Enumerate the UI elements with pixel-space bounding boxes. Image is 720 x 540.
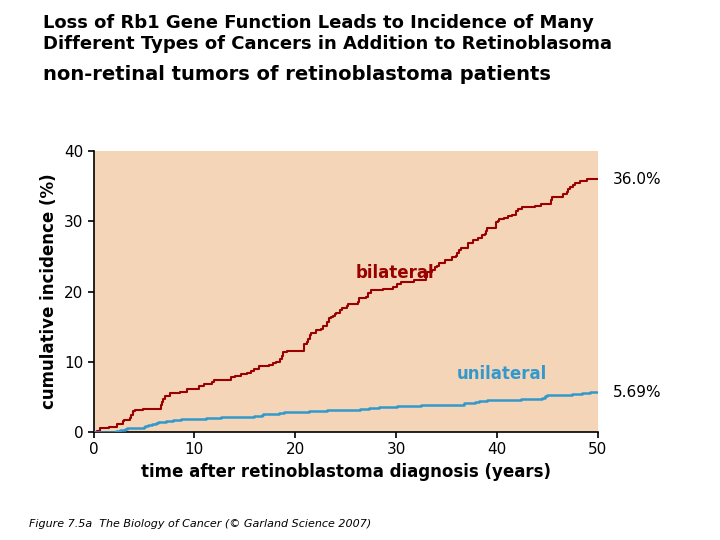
Text: unilateral: unilateral: [456, 366, 546, 383]
Text: Different Types of Cancers in Addition to Retinoblasoma: Different Types of Cancers in Addition t…: [43, 35, 612, 53]
Text: 36.0%: 36.0%: [613, 172, 662, 187]
X-axis label: time after retinoblastoma diagnosis (years): time after retinoblastoma diagnosis (yea…: [140, 463, 551, 481]
Text: bilateral: bilateral: [356, 264, 434, 281]
Text: non-retinal tumors of retinoblastoma patients: non-retinal tumors of retinoblastoma pat…: [43, 65, 551, 84]
Text: Loss of Rb1 Gene Function Leads to Incidence of Many: Loss of Rb1 Gene Function Leads to Incid…: [43, 14, 594, 31]
Y-axis label: cumulative incidence (%): cumulative incidence (%): [40, 174, 58, 409]
Text: Figure 7.5a  The Biology of Cancer (© Garland Science 2007): Figure 7.5a The Biology of Cancer (© Gar…: [29, 519, 371, 529]
Text: 5.69%: 5.69%: [613, 384, 662, 400]
